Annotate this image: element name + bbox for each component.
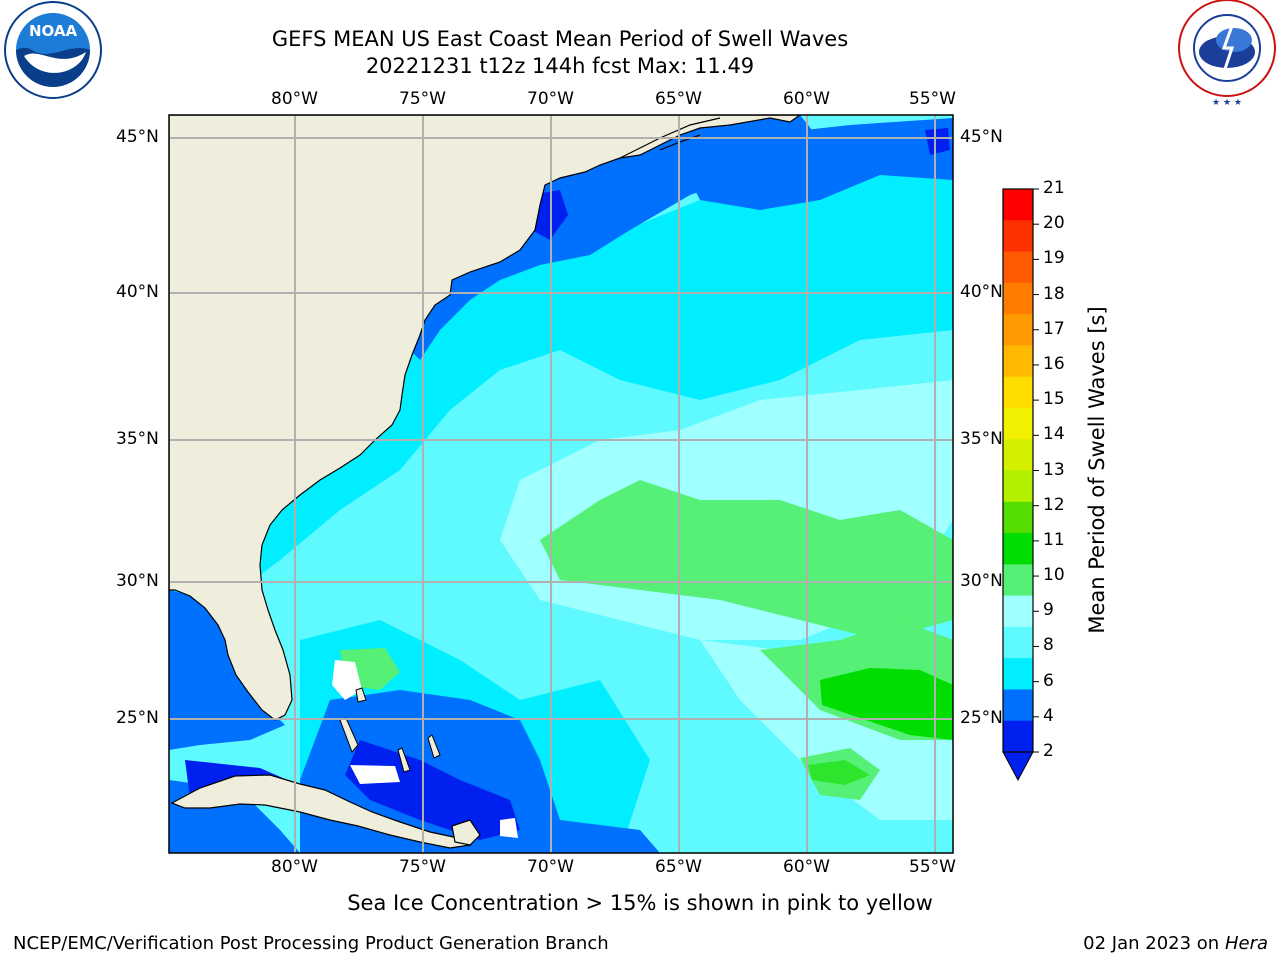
swell-zone-blue-northeast <box>680 118 953 210</box>
swell-zone-blue-gulf <box>169 590 285 750</box>
colorbar-swatch <box>1003 626 1033 659</box>
colorbar-tick-label: 2 <box>1043 741 1054 761</box>
swell-zone-light-cyan-east <box>700 640 953 820</box>
colorbar-swatch <box>1003 407 1033 440</box>
colorbar-tick-label: 10 <box>1043 565 1065 586</box>
colorbar-tick-label: 19 <box>1043 248 1065 269</box>
colorbar-swatch <box>1003 439 1033 471</box>
swell-zone-green-central <box>540 480 953 640</box>
svg-text:★ ★ ★: ★ ★ ★ <box>1212 98 1242 108</box>
colorbar-label: Mean Period of Swell Waves [s] <box>1085 306 1109 634</box>
hispaniola-land <box>451 819 481 846</box>
swell-zone-bright-green-small <box>808 760 870 785</box>
colorbar-swatch <box>1003 533 1033 565</box>
graticule <box>169 115 953 853</box>
lat-label-right-45n: 45°N <box>960 127 1003 147</box>
colorbar-tick-label: 11 <box>1043 529 1065 550</box>
colorbar-swatch <box>1003 689 1033 722</box>
swell-zone-blue-caribbean <box>300 690 660 853</box>
noaa-logo: NOAA <box>4 1 102 99</box>
colorbar-swatch <box>1003 345 1033 378</box>
lon-label-top-70w: 70°W <box>527 89 574 109</box>
lon-label-bottom-60w: 60°W <box>783 857 830 877</box>
colorbar-swatch <box>1003 251 1033 284</box>
colorbar-tick-label: 14 <box>1043 424 1065 445</box>
noaa-logo-text: NOAA <box>29 22 78 40</box>
colorbar-swatch <box>1003 470 1033 503</box>
bahamas-islands <box>339 687 441 773</box>
lon-label-bottom-70w: 70°W <box>527 857 574 877</box>
colorbar-tick-label: 17 <box>1043 318 1065 339</box>
colorbar-tick-label: 15 <box>1043 389 1065 410</box>
colorbar-swatch <box>1003 282 1033 315</box>
colorbar-swatch <box>1003 595 1033 628</box>
lon-label-top-75w: 75°W <box>399 89 446 109</box>
no-data-hispaniola <box>500 818 518 838</box>
colorbar-tick-label: 6 <box>1043 670 1054 691</box>
no-data-bahamas <box>332 660 362 700</box>
lon-label-bottom-80w: 80°W <box>271 857 318 877</box>
colorbar-swatch <box>1003 314 1033 346</box>
lon-label-top-80w: 80°W <box>271 89 318 109</box>
map-frame <box>168 114 954 854</box>
footer-date: 02 Jan 2023 on Hera <box>1083 933 1268 954</box>
lat-label-left-40n: 40°N <box>116 282 159 302</box>
colorbar-swatch <box>1003 376 1033 409</box>
lon-label-bottom-55w: 55°W <box>909 857 956 877</box>
lat-label-right-25n: 25°N <box>960 708 1003 728</box>
lon-label-bottom-75w: 75°W <box>399 857 446 877</box>
colorbar-tick-label: 16 <box>1043 353 1065 374</box>
map-subtitle: 20221231 t12z 144h fcst Max: 11.49 <box>365 54 755 78</box>
lon-label-top-55w: 55°W <box>909 89 956 109</box>
lat-label-right-35n: 35°N <box>960 429 1003 449</box>
lat-label-left-30n: 30°N <box>116 571 159 591</box>
colorbar-swatch <box>1003 501 1033 534</box>
swell-zone-dark-blue-east <box>925 128 950 155</box>
sea-ice-caption: Sea Ice Concentration > 15% is shown in … <box>0 891 1280 915</box>
colorbar-swatch <box>1003 189 1033 221</box>
footer-date-text: 02 Jan 2023 on <box>1083 933 1225 954</box>
colorbar-swatch <box>1003 564 1033 597</box>
lon-label-bottom-65w: 65°W <box>655 857 702 877</box>
colorbar-swatch <box>1003 720 1033 753</box>
lon-label-top-65w: 65°W <box>655 89 702 109</box>
colorbar-swatch <box>1003 220 1033 253</box>
colorbar-tick-label: 8 <box>1043 635 1054 656</box>
colorbar-tick-label: 12 <box>1043 494 1065 515</box>
north-america-land <box>169 115 802 721</box>
colorbar-tick-label: 9 <box>1043 600 1054 621</box>
footer-credit: NCEP/EMC/Verification Post Processing Pr… <box>13 933 609 954</box>
lat-label-right-30n: 30°N <box>960 571 1003 591</box>
lat-label-left-25n: 25°N <box>116 708 159 728</box>
colorbar-swatch <box>1003 658 1033 690</box>
footer-host: Hera <box>1224 933 1268 954</box>
colorbar-extend-triangle <box>1002 751 1034 782</box>
colorbar-tick-label: 20 <box>1043 213 1065 234</box>
swell-zone-bright-green <box>820 668 953 740</box>
swell-zone-dark-blue-caribbean <box>345 740 520 840</box>
lat-label-left-35n: 35°N <box>116 429 159 449</box>
sea-ice-caption-text: Sea Ice Concentration > 15% is shown in … <box>347 891 933 915</box>
nws-logo: ★ ★ ★ <box>1178 0 1276 108</box>
map-title: GEFS MEAN US East Coast Mean Period of S… <box>271 27 849 51</box>
colorbar-tick-label: 4 <box>1043 705 1054 726</box>
colorbar-tick-label: 13 <box>1043 459 1065 480</box>
lat-label-right-40n: 40°N <box>960 282 1003 302</box>
lat-label-left-45n: 45°N <box>116 127 159 147</box>
lon-label-top-60w: 60°W <box>783 89 830 109</box>
colorbar-tick-label: 18 <box>1043 283 1065 304</box>
no-data-cuba-region <box>350 765 400 784</box>
colorbar-tick-label: 21 <box>1043 178 1065 198</box>
